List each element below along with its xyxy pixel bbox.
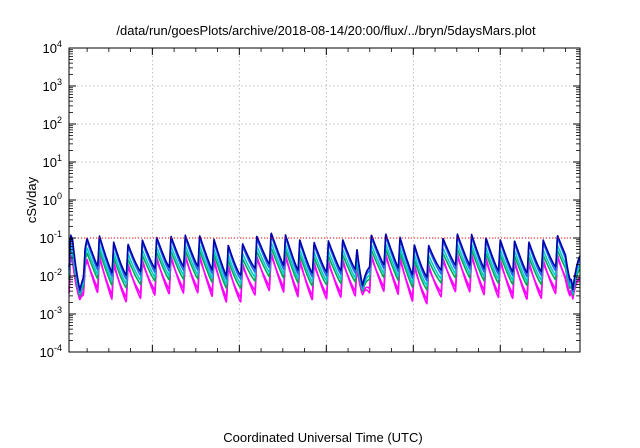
- y-tick-base: 10: [43, 79, 57, 94]
- y-tick-label: 101: [43, 153, 62, 170]
- y-tick-exponent: 2: [57, 115, 62, 125]
- y-tick-exponent: 1: [57, 153, 62, 163]
- y-axis-label: cSv/day: [24, 176, 39, 223]
- y-tick-label: 10-1: [40, 229, 62, 246]
- series-line: [68, 252, 581, 305]
- series-line: [68, 255, 581, 300]
- y-tick-base: 10: [43, 155, 57, 170]
- y-tick-label: 10-3: [40, 305, 62, 322]
- chart-title: /data/run/goesPlots/archive/2018-08-14/2…: [116, 23, 536, 38]
- y-tick-exponent: -1: [54, 229, 62, 239]
- y-tick-label: 100: [43, 191, 62, 208]
- y-tick-base: 10: [43, 41, 57, 56]
- series-line: [68, 242, 581, 295]
- y-tick-base: 10: [43, 193, 57, 208]
- y-tick-base: 10: [43, 117, 57, 132]
- y-tick-exponent: 0: [57, 191, 62, 201]
- y-tick-base: 10: [40, 269, 54, 284]
- series-line: [68, 247, 581, 297]
- y-tick-base: 10: [40, 231, 54, 246]
- series-line: [68, 232, 581, 291]
- y-tick-base: 10: [40, 307, 54, 322]
- x-axis-label: Coordinated Universal Time (UTC): [223, 430, 422, 445]
- y-tick-label: 10-4: [40, 343, 62, 360]
- y-tick-exponent: -4: [54, 343, 62, 353]
- y-tick-exponent: -2: [54, 267, 62, 277]
- y-tick-exponent: -3: [54, 305, 62, 315]
- y-tick-label: 104: [43, 39, 62, 56]
- y-tick-label: 10-2: [40, 267, 62, 284]
- y-tick-label: 103: [43, 77, 62, 94]
- series-line: [68, 235, 581, 293]
- series-group: [68, 232, 581, 305]
- y-tick-exponent: 4: [57, 39, 62, 49]
- y-tick-base: 10: [40, 345, 54, 360]
- y-tick-label: 102: [43, 115, 62, 132]
- y-tick-exponent: 3: [57, 77, 62, 87]
